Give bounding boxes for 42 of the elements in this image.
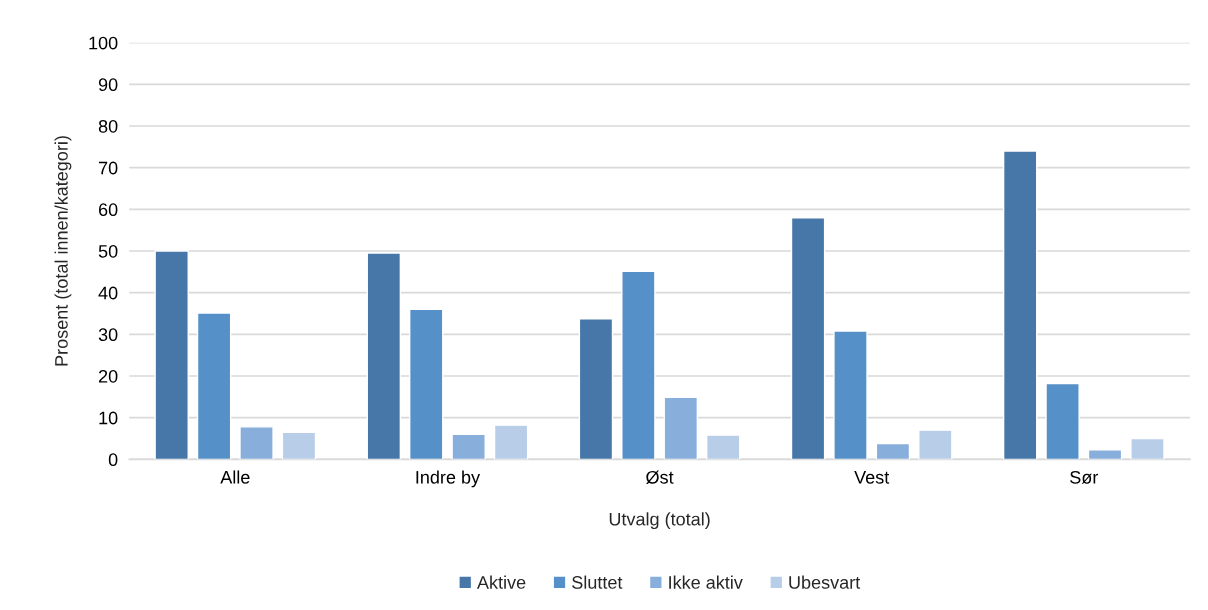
legend-label: Aktive <box>477 575 526 589</box>
x-tick-label: Sør <box>1070 470 1099 484</box>
bar <box>833 330 868 460</box>
bar <box>621 270 656 460</box>
y-tick-label: 50 <box>98 244 118 258</box>
x-tick-label: Vest <box>854 471 890 484</box>
bar <box>451 433 486 460</box>
y-tick-label: 90 <box>98 78 118 92</box>
bar <box>1045 382 1080 460</box>
bar <box>663 396 699 460</box>
bar <box>875 442 911 460</box>
bar <box>493 424 529 460</box>
bar <box>196 312 232 460</box>
bar <box>154 250 189 460</box>
y-tick-label: 0 <box>108 453 118 467</box>
bar <box>408 308 444 460</box>
legend-label: Ikke aktiv <box>669 575 743 589</box>
y-tick-label: 40 <box>98 286 118 300</box>
bar <box>790 216 826 460</box>
y-axis-title: Prosent (total innen/kategori) <box>54 136 72 366</box>
y-tick-label: 80 <box>98 119 118 133</box>
y-tick-label: 20 <box>98 369 118 383</box>
bar <box>1087 449 1123 460</box>
bar <box>705 434 741 460</box>
bar <box>281 431 317 460</box>
y-tick-label: 100 <box>89 36 118 50</box>
y-tick-label: 30 <box>98 328 118 342</box>
x-tick-label: Indre by <box>416 470 481 488</box>
legend-label: Sluttet <box>572 575 623 589</box>
y-tick-label: 10 <box>99 411 118 425</box>
bar <box>1002 150 1038 460</box>
x-axis-title: Utvalg (total) <box>609 512 710 530</box>
bar <box>578 318 614 460</box>
legend-label: Ubesvart <box>789 575 861 589</box>
bar <box>366 252 402 460</box>
bar <box>1130 437 1165 460</box>
bar <box>239 426 274 460</box>
x-tick-label: Alle <box>220 470 250 484</box>
y-tick-label: 70 <box>98 161 118 175</box>
bar <box>918 429 953 460</box>
y-tick-label: 60 <box>98 203 118 217</box>
x-tick-label: Øst <box>646 470 674 484</box>
